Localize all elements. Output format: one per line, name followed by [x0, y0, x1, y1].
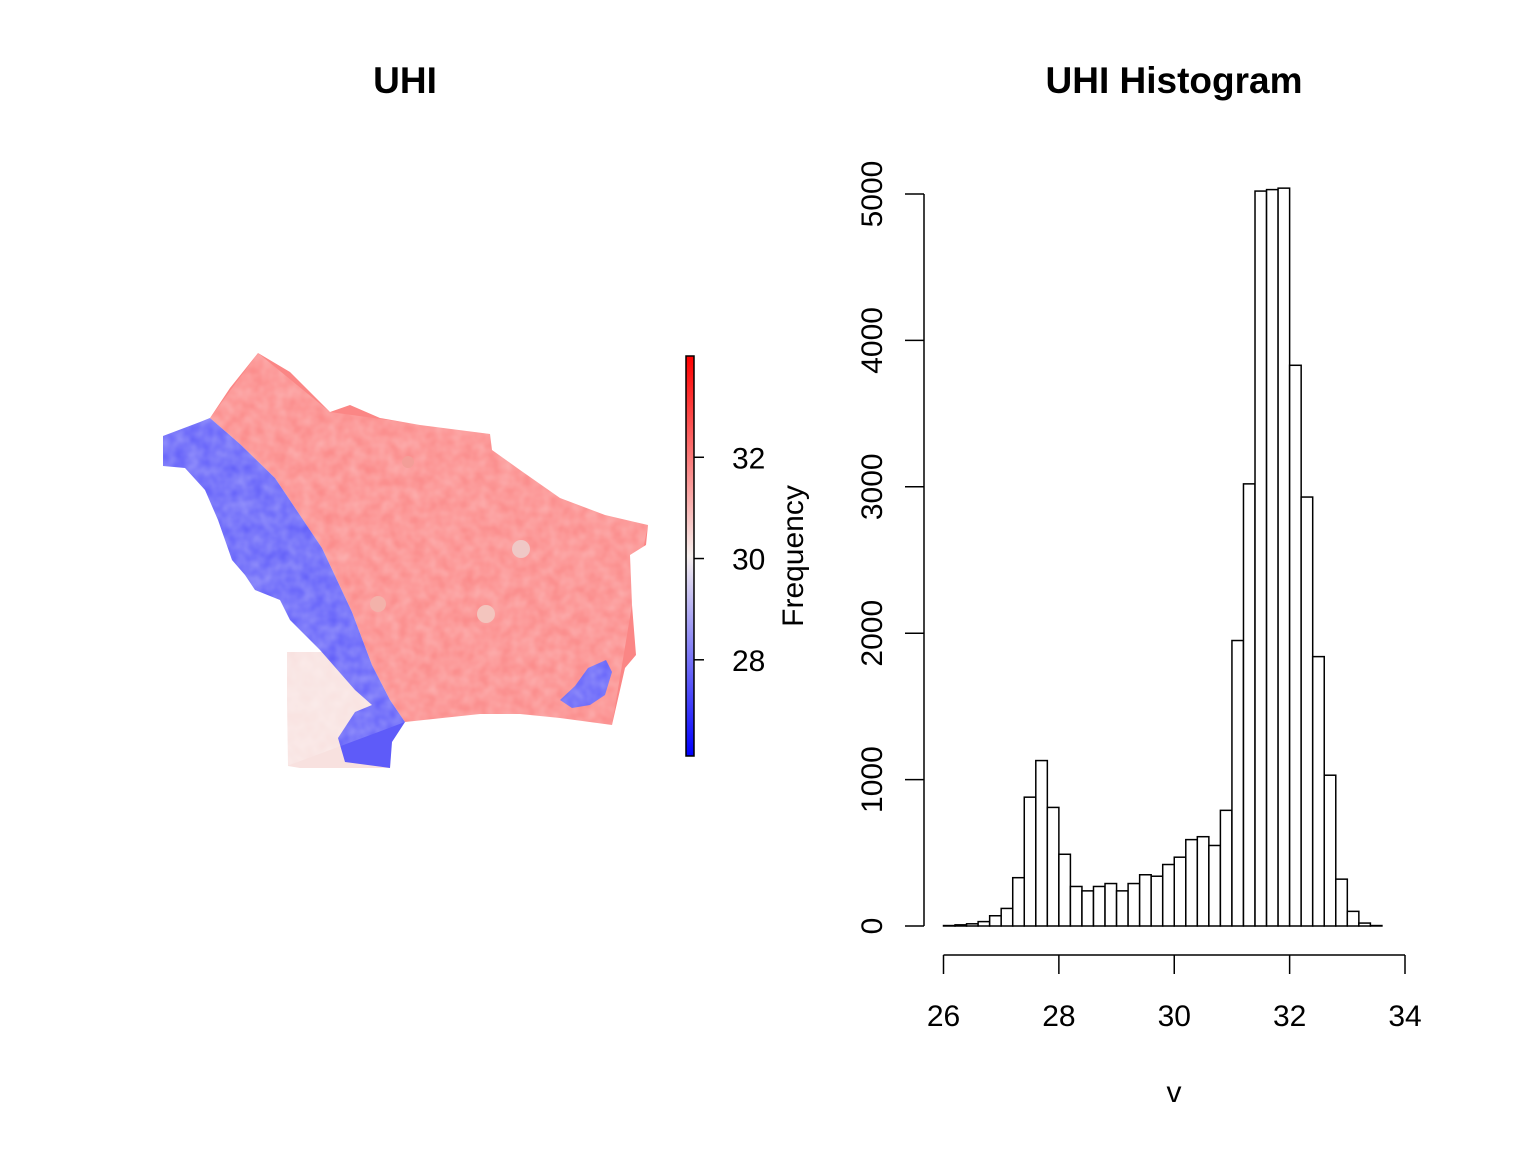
- legend-color-bar: [685, 355, 695, 757]
- histogram-bar: [988, 915, 1002, 927]
- y-tick-label: 1000: [856, 746, 889, 813]
- histogram-bar: [1046, 806, 1060, 927]
- histogram-bar: [1277, 187, 1291, 927]
- histogram-bar: [1058, 853, 1072, 927]
- histogram-bar: [1127, 882, 1141, 927]
- histogram-bar: [1311, 655, 1325, 927]
- histogram-bar: [1069, 885, 1083, 927]
- histogram-bar: [965, 923, 979, 927]
- histogram-bar: [1023, 796, 1037, 927]
- histogram-bar: [1219, 809, 1233, 927]
- histogram-bar: [1011, 876, 1026, 927]
- y-tick-label: 5000: [856, 161, 889, 228]
- histogram-bar: [1358, 922, 1372, 927]
- x-tick-label: 34: [1388, 1000, 1421, 1033]
- histogram-bar: [1231, 639, 1245, 927]
- uhi-histogram-panel: UHI Histogram 26 28 30 32 34 0 1000 2000 3000 40…: [856, 60, 1422, 1109]
- histogram-bar: [1265, 188, 1279, 927]
- legend-label: Frequency: [777, 485, 810, 627]
- histogram-bar: [1115, 890, 1129, 927]
- histogram-bar: [1196, 835, 1210, 927]
- x-tick-label: 28: [1042, 1000, 1075, 1033]
- histogram-bar: [1173, 856, 1187, 927]
- y-tick-label: 2000: [856, 600, 889, 667]
- histogram-bar: [1335, 878, 1349, 927]
- histogram-bar: [1300, 496, 1314, 927]
- histogram-bar: [1150, 875, 1164, 927]
- histogram-bar: [1081, 890, 1095, 927]
- y-axis: 0 1000 2000 3000 4000 5000: [856, 161, 925, 935]
- y-tick-label: 0: [856, 918, 889, 935]
- legend-tick-label: 30: [732, 544, 765, 577]
- histogram-bar: [977, 920, 991, 927]
- uhi-raster: [163, 353, 648, 768]
- histogram-bar: [1242, 483, 1256, 927]
- y-tick-label: 3000: [856, 453, 889, 520]
- histogram-bar: [1035, 759, 1049, 927]
- legend-tick-label: 32: [732, 442, 765, 475]
- x-tick-label: 26: [927, 1000, 960, 1033]
- hotspot: [370, 596, 386, 612]
- histogram-bar: [1161, 863, 1176, 927]
- histogram-bar: [1185, 838, 1199, 927]
- histogram-bars: [942, 187, 1383, 927]
- histogram-bar: [1000, 907, 1014, 927]
- histogram-bar: [1288, 364, 1302, 927]
- hotspot: [402, 456, 414, 468]
- histogram-bar: [1208, 844, 1222, 927]
- y-tick-label: 4000: [856, 307, 889, 374]
- x-axis-label: v: [1167, 1076, 1182, 1109]
- histogram-bar: [1104, 882, 1118, 927]
- x-axis: 26 28 30 32 34: [927, 954, 1422, 1033]
- histogram-title: UHI Histogram: [1046, 60, 1303, 101]
- legend-tick-label: 28: [732, 645, 765, 678]
- uhi-map-panel: UHI 28 30 32 Frequency: [163, 60, 810, 768]
- hotspot: [512, 540, 530, 558]
- histogram-bar: [1346, 910, 1360, 927]
- hotspot: [477, 605, 495, 623]
- x-tick-label: 32: [1273, 1000, 1306, 1033]
- legend-ticks: 28 30 32: [694, 442, 765, 678]
- x-tick-label: 30: [1158, 1000, 1191, 1033]
- histogram-bar: [954, 924, 968, 927]
- histogram-bar: [1254, 190, 1268, 927]
- histogram-bar: [1323, 774, 1337, 927]
- histogram-bar: [1092, 885, 1106, 927]
- color-legend: 28 30 32 Frequency: [685, 355, 810, 757]
- raster-texture: [163, 353, 648, 766]
- map-title: UHI: [373, 60, 437, 101]
- histogram-bar: [1138, 874, 1152, 927]
